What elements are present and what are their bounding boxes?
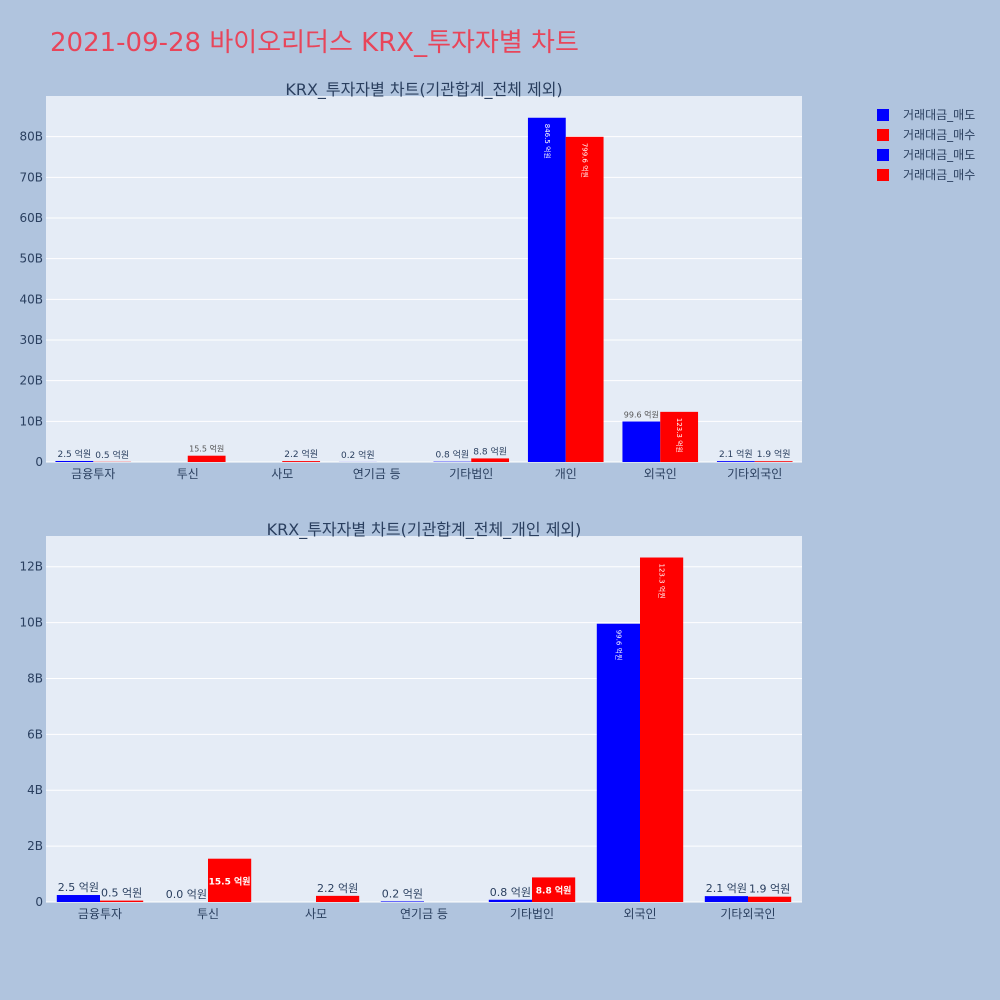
legend-swatch[interactable] <box>877 169 889 181</box>
legend-label[interactable]: 거래대금_매도 <box>903 108 975 122</box>
y-tick-label: 0 <box>35 895 43 909</box>
x-tick-label: 기타외국인 <box>720 907 775 921</box>
bar-sell <box>704 896 748 902</box>
data-label: 799.6 억원 <box>581 143 590 178</box>
bar-buy <box>754 461 793 462</box>
x-tick-label: 사모 <box>271 467 293 481</box>
legend-label[interactable]: 거래대금_매수 <box>903 128 975 142</box>
data-label: 846.5 억원 <box>543 124 552 159</box>
y-tick-label: 0 <box>35 455 43 469</box>
bar-buy <box>640 557 684 902</box>
data-label: 8.8 억원 <box>536 885 572 897</box>
y-tick-label: 10B <box>19 414 43 428</box>
bar-buy <box>471 458 510 462</box>
legend-swatch[interactable] <box>877 129 889 141</box>
data-label: 123.3 억원 <box>675 418 684 453</box>
bar-sell <box>622 421 661 462</box>
bar-buy <box>100 900 144 902</box>
data-label: 0.2 억원 <box>341 449 375 461</box>
y-tick-label: 80B <box>19 130 43 144</box>
y-tick-label: 10B <box>19 616 43 630</box>
bar-sell <box>596 623 640 902</box>
x-tick-label: 투신 <box>197 907 219 921</box>
data-label: 0.8 억원 <box>490 886 531 899</box>
y-tick-label: 20B <box>19 374 43 388</box>
data-label: 0.5 억원 <box>95 449 129 461</box>
x-tick-label: 금융투자 <box>71 467 115 481</box>
y-tick-label: 4B <box>27 783 43 797</box>
chart-top: 0 10B 20B 30B 40B 50B 60B 70B 80B KRX_투자자별 차트(기관합… <box>19 80 802 481</box>
plot-area <box>46 536 802 902</box>
bar-sell <box>56 895 100 902</box>
y-tick-label: 60B <box>19 211 43 225</box>
x-tick-label: 외국인 <box>644 467 677 481</box>
data-label: 99.6 억원 <box>624 409 659 419</box>
data-label: 99.6 억원 <box>614 630 623 661</box>
x-tick-label: 기타법인 <box>449 467 493 481</box>
bar-buy <box>187 455 226 462</box>
data-label: 123.3 억원 <box>658 564 667 599</box>
plot-area <box>46 96 802 462</box>
data-label: 8.8 억원 <box>473 445 507 457</box>
data-label: 2.5 억원 <box>57 448 91 460</box>
x-tick-label: 개인 <box>555 467 577 481</box>
y-tick-label: 6B <box>27 727 43 741</box>
data-label: 1.9 억원 <box>749 883 790 896</box>
bar-sell <box>55 460 94 462</box>
bar-sell <box>527 117 566 463</box>
x-tick-label: 기타외국인 <box>727 467 782 481</box>
bar-buy <box>282 461 321 462</box>
x-tick-label: 투신 <box>177 467 199 481</box>
y-tick-label: 8B <box>27 671 43 685</box>
data-label: 2.1 억원 <box>719 448 753 460</box>
y-tick-label: 50B <box>19 252 43 266</box>
data-label: 15.5 억원 <box>189 444 224 454</box>
data-label: 2.2 억원 <box>284 448 318 460</box>
legend-swatch[interactable] <box>877 109 889 121</box>
y-tick-label: 12B <box>19 560 43 574</box>
data-label: 15.5 억원 <box>209 875 251 887</box>
y-tick-label: 70B <box>19 170 43 184</box>
bar-buy <box>316 895 360 902</box>
legend-swatch[interactable] <box>877 149 889 161</box>
x-tick-label: 기타법인 <box>510 907 554 921</box>
y-tick-label: 40B <box>19 292 43 306</box>
data-label: 0.0 억원 <box>166 888 207 901</box>
bar-sell <box>716 461 755 462</box>
y-tick-label: 30B <box>19 333 43 347</box>
bar-buy <box>660 411 699 462</box>
bar-sell <box>488 899 532 902</box>
chart-title: KRX_투자자별 차트(기관합계_전체_개인 제외) <box>267 520 582 540</box>
bar-buy <box>208 858 252 902</box>
bar-buy <box>748 896 792 902</box>
bar-buy <box>565 136 604 462</box>
x-tick-label: 금융투자 <box>78 907 122 921</box>
bar-sell <box>380 901 424 902</box>
chart-bottom: 0 2B 4B 6B 8B 10B 12B KRX_투자자별 차트(기관합계_전체_개인 제외… <box>19 520 802 921</box>
x-tick-label: 연기금 등 <box>400 907 448 921</box>
chart-title: KRX_투자자별 차트(기관합계_전체 제외) <box>285 80 562 100</box>
data-label: 0.8 억원 <box>435 449 469 461</box>
legend-label[interactable]: 거래대금_매도 <box>903 148 975 162</box>
x-tick-label: 사모 <box>305 907 327 921</box>
data-label: 2.5 억원 <box>58 881 99 894</box>
legend-label[interactable]: 거래대금_매수 <box>903 168 975 182</box>
data-label: 1.9 억원 <box>757 448 791 460</box>
data-label: 0.5 억원 <box>101 887 142 900</box>
bar-buy <box>532 877 576 902</box>
data-label: 2.1 억원 <box>706 882 747 895</box>
x-tick-label: 연기금 등 <box>353 467 401 481</box>
y-tick-label: 2B <box>27 839 43 853</box>
page-title: 2021-09-28 바이오리더스 KRX_투자자별 차트 <box>50 28 579 58</box>
x-tick-label: 외국인 <box>623 907 656 921</box>
data-label: 0.2 억원 <box>382 887 423 900</box>
data-label: 2.2 억원 <box>317 882 358 895</box>
